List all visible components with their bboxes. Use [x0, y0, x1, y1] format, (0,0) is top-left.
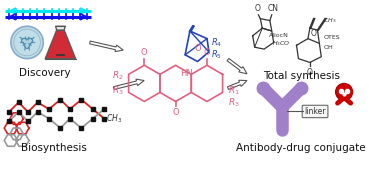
- Polygon shape: [228, 80, 247, 89]
- Text: O: O: [194, 44, 201, 53]
- FancyBboxPatch shape: [339, 94, 349, 98]
- Text: $R_5$: $R_5$: [211, 49, 222, 61]
- Text: O: O: [141, 48, 147, 57]
- Polygon shape: [90, 41, 123, 52]
- Text: Biosynthesis: Biosynthesis: [21, 143, 87, 153]
- Text: $R_3$: $R_3$: [228, 96, 240, 109]
- Text: OTES: OTES: [323, 35, 340, 40]
- Text: $CH_3$: $CH_3$: [106, 112, 122, 125]
- Text: Discovery: Discovery: [19, 68, 71, 78]
- Text: AllocN: AllocN: [269, 33, 289, 38]
- Polygon shape: [113, 79, 144, 89]
- Polygon shape: [56, 26, 65, 30]
- Text: linker: linker: [304, 107, 325, 116]
- Polygon shape: [227, 58, 247, 74]
- Text: $R_2$: $R_2$: [112, 70, 123, 82]
- Polygon shape: [45, 30, 76, 59]
- Text: Antibody-drug conjugate: Antibody-drug conjugate: [237, 143, 366, 153]
- Polygon shape: [22, 38, 33, 49]
- Text: O: O: [311, 29, 317, 38]
- Text: CN: CN: [267, 4, 278, 13]
- Text: O: O: [204, 48, 210, 57]
- Text: $R_1$: $R_1$: [228, 85, 240, 97]
- Text: $R_4$: $R_4$: [211, 36, 222, 49]
- Text: $R_3$: $R_3$: [112, 85, 123, 97]
- Circle shape: [336, 83, 353, 100]
- Text: O: O: [307, 68, 313, 77]
- Text: Total synthesis: Total synthesis: [263, 71, 340, 81]
- Text: $H_3CO$: $H_3CO$: [272, 39, 291, 48]
- Text: O: O: [172, 108, 179, 117]
- Text: OH: OH: [323, 45, 333, 50]
- Circle shape: [11, 26, 43, 59]
- Text: HN: HN: [180, 69, 193, 78]
- FancyBboxPatch shape: [302, 105, 328, 118]
- Text: $CH_3$: $CH_3$: [323, 16, 337, 25]
- Text: O: O: [254, 4, 260, 13]
